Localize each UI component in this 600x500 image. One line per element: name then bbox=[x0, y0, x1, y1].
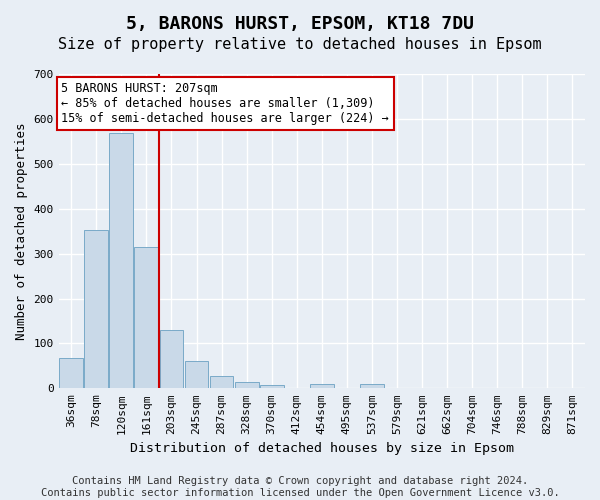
Bar bbox=[360, 384, 384, 388]
Bar bbox=[59, 358, 83, 388]
Text: Size of property relative to detached houses in Epsom: Size of property relative to detached ho… bbox=[58, 38, 542, 52]
Text: 5 BARONS HURST: 207sqm
← 85% of detached houses are smaller (1,309)
15% of semi-: 5 BARONS HURST: 207sqm ← 85% of detached… bbox=[61, 82, 389, 125]
Bar bbox=[160, 330, 184, 388]
Bar bbox=[209, 376, 233, 388]
Bar bbox=[235, 382, 259, 388]
Text: 5, BARONS HURST, EPSOM, KT18 7DU: 5, BARONS HURST, EPSOM, KT18 7DU bbox=[126, 15, 474, 33]
Bar bbox=[310, 384, 334, 388]
Y-axis label: Number of detached properties: Number of detached properties bbox=[15, 122, 28, 340]
X-axis label: Distribution of detached houses by size in Epsom: Distribution of detached houses by size … bbox=[130, 442, 514, 455]
Bar bbox=[260, 385, 284, 388]
Bar bbox=[109, 134, 133, 388]
Text: Contains HM Land Registry data © Crown copyright and database right 2024.
Contai: Contains HM Land Registry data © Crown c… bbox=[41, 476, 559, 498]
Bar bbox=[134, 247, 158, 388]
Bar bbox=[185, 362, 208, 388]
Bar bbox=[85, 230, 108, 388]
